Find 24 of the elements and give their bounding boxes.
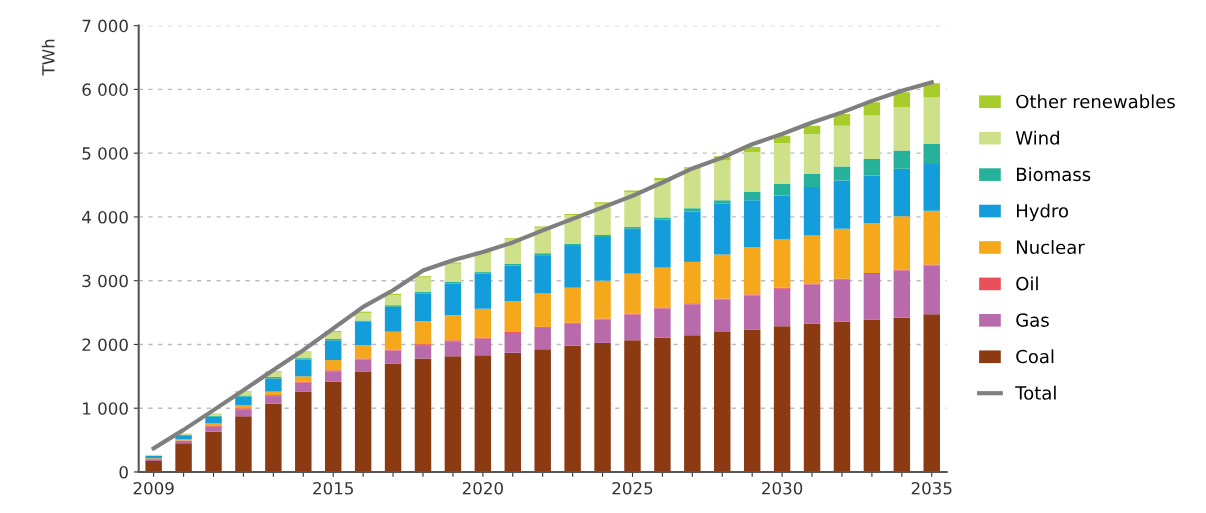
y-tick-label: 7 000 [82, 19, 128, 33]
y-tick-label: 2 000 [82, 338, 128, 352]
y-tick-label: 0 [119, 465, 128, 479]
x-tick-label: 2020 [462, 481, 503, 495]
y-tick-label: 1 000 [83, 402, 128, 415]
x-tick-label: 2025 [612, 481, 653, 495]
legend-label: Oil [1016, 276, 1038, 291]
y-tick-label: 3 000 [82, 274, 128, 288]
legend-label: Biomass [1017, 167, 1091, 182]
x-tick-label: 2030 [762, 481, 803, 495]
legend-label: Wind [1015, 130, 1059, 145]
legend-label: Hydro [1017, 203, 1069, 222]
y-tick-label: 6 000 [82, 83, 128, 96]
legend-label: Nuclear [1017, 240, 1085, 255]
x-tick-label: 2035 [911, 481, 952, 495]
legend-label: Coal [1016, 349, 1054, 364]
legend-label: Total [1015, 385, 1056, 400]
legend-label: Gas [1016, 313, 1049, 327]
legend-label: Other renewables [1016, 94, 1175, 109]
y-axis-title: TWh [41, 39, 55, 76]
y-tick-label: 5 000 [82, 147, 128, 160]
x-tick-label: 2009 [133, 481, 174, 495]
x-tick-label: 2015 [313, 481, 353, 495]
y-tick-label: 4 000 [82, 210, 128, 224]
